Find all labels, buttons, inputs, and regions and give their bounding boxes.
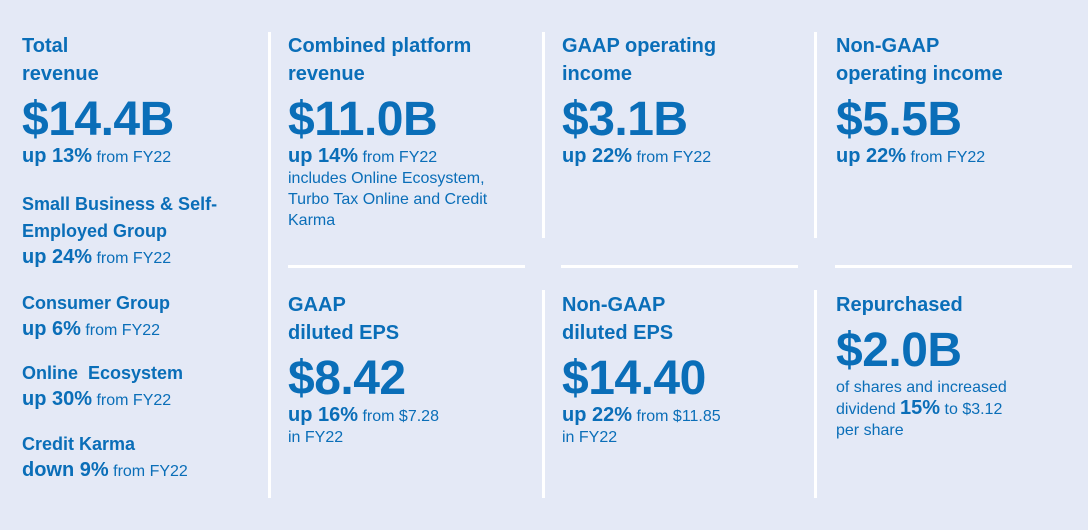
- divider-horizontal-3: [835, 265, 1072, 268]
- total-revenue-value: $14.4B: [22, 93, 174, 146]
- segment-change: down 9% from FY22: [22, 459, 188, 481]
- repurchased-note: of shares and increased dividend 15% to …: [836, 379, 1007, 439]
- combined-platform-note: includes Online Ecosystem, Turbo Tax Onl…: [288, 170, 488, 229]
- segment-name: Consumer Group: [22, 293, 171, 313]
- gaap-operating-income-change: up 22% from FY22: [562, 145, 712, 167]
- repurchased-card: Repurchased $2.0B of shares and increase…: [836, 291, 1081, 441]
- gaap-operating-income-title: GAAP operating income: [562, 35, 717, 85]
- segment-change: up 30% from FY22: [22, 388, 172, 410]
- total-revenue-card: Total revenue $14.4B up 13% from FY22: [22, 32, 262, 168]
- segment-online-ecosystem: Online Ecosystem up 30% from FY22: [22, 360, 267, 413]
- total-revenue-change: up 13% from FY22: [22, 145, 172, 167]
- gaap-eps-value: $8.42: [288, 352, 406, 405]
- divider-vertical-3b: [814, 290, 817, 498]
- segment-name: Online Ecosystem: [22, 363, 184, 383]
- gaap-eps-change: up 16% from $7.28: [288, 404, 439, 426]
- segment-change: up 24% from FY22: [22, 246, 172, 268]
- gaap-eps-change-line2: in FY22: [288, 429, 344, 446]
- non-gaap-operating-income-value: $5.5B: [836, 93, 962, 146]
- non-gaap-operating-income-change: up 22% from FY22: [836, 145, 986, 167]
- segment-name: Small Business & Self- Employed Group: [22, 194, 218, 241]
- divider-vertical-3a: [814, 32, 817, 238]
- divider-vertical-1: [268, 32, 271, 498]
- segment-name: Credit Karma: [22, 434, 136, 454]
- segment-credit-karma: Credit Karma down 9% from FY22: [22, 431, 267, 484]
- non-gaap-eps-change-line2: in FY22: [562, 429, 618, 446]
- divider-horizontal-1: [288, 265, 525, 268]
- segment-small-business: Small Business & Self- Employed Group up…: [22, 191, 267, 271]
- combined-platform-value: $11.0B: [288, 93, 438, 146]
- non-gaap-eps-title: Non-GAAP diluted EPS: [562, 294, 674, 344]
- divider-horizontal-2: [561, 265, 798, 268]
- repurchased-title: Repurchased: [836, 294, 963, 316]
- segment-consumer: Consumer Group up 6% from FY22: [22, 290, 267, 343]
- gaap-eps-title: GAAP diluted EPS: [288, 294, 400, 344]
- combined-platform-card: Combined platform revenue $11.0B up 14% …: [288, 32, 538, 231]
- repurchased-value: $2.0B: [836, 324, 962, 377]
- gaap-eps-card: GAAP diluted EPS $8.42 up 16% from $7.28…: [288, 291, 533, 448]
- non-gaap-operating-income-title: Non-GAAP operating income: [836, 35, 1003, 85]
- non-gaap-operating-income-card: Non-GAAP operating income $5.5B up 22% f…: [836, 32, 1081, 168]
- segment-change: up 6% from FY22: [22, 318, 161, 340]
- divider-vertical-2b: [542, 290, 545, 498]
- total-revenue-title: Total revenue: [22, 35, 99, 85]
- non-gaap-eps-card: Non-GAAP diluted EPS $14.40 up 22% from …: [562, 291, 807, 448]
- gaap-operating-income-value: $3.1B: [562, 93, 688, 146]
- non-gaap-eps-change: up 22% from $11.85: [562, 404, 721, 426]
- gaap-operating-income-card: GAAP operating income $3.1B up 22% from …: [562, 32, 807, 168]
- combined-platform-title: Combined platform revenue: [288, 35, 472, 85]
- combined-platform-change: up 14% from FY22: [288, 145, 438, 167]
- non-gaap-eps-value: $14.40: [562, 352, 706, 405]
- divider-vertical-2a: [542, 32, 545, 238]
